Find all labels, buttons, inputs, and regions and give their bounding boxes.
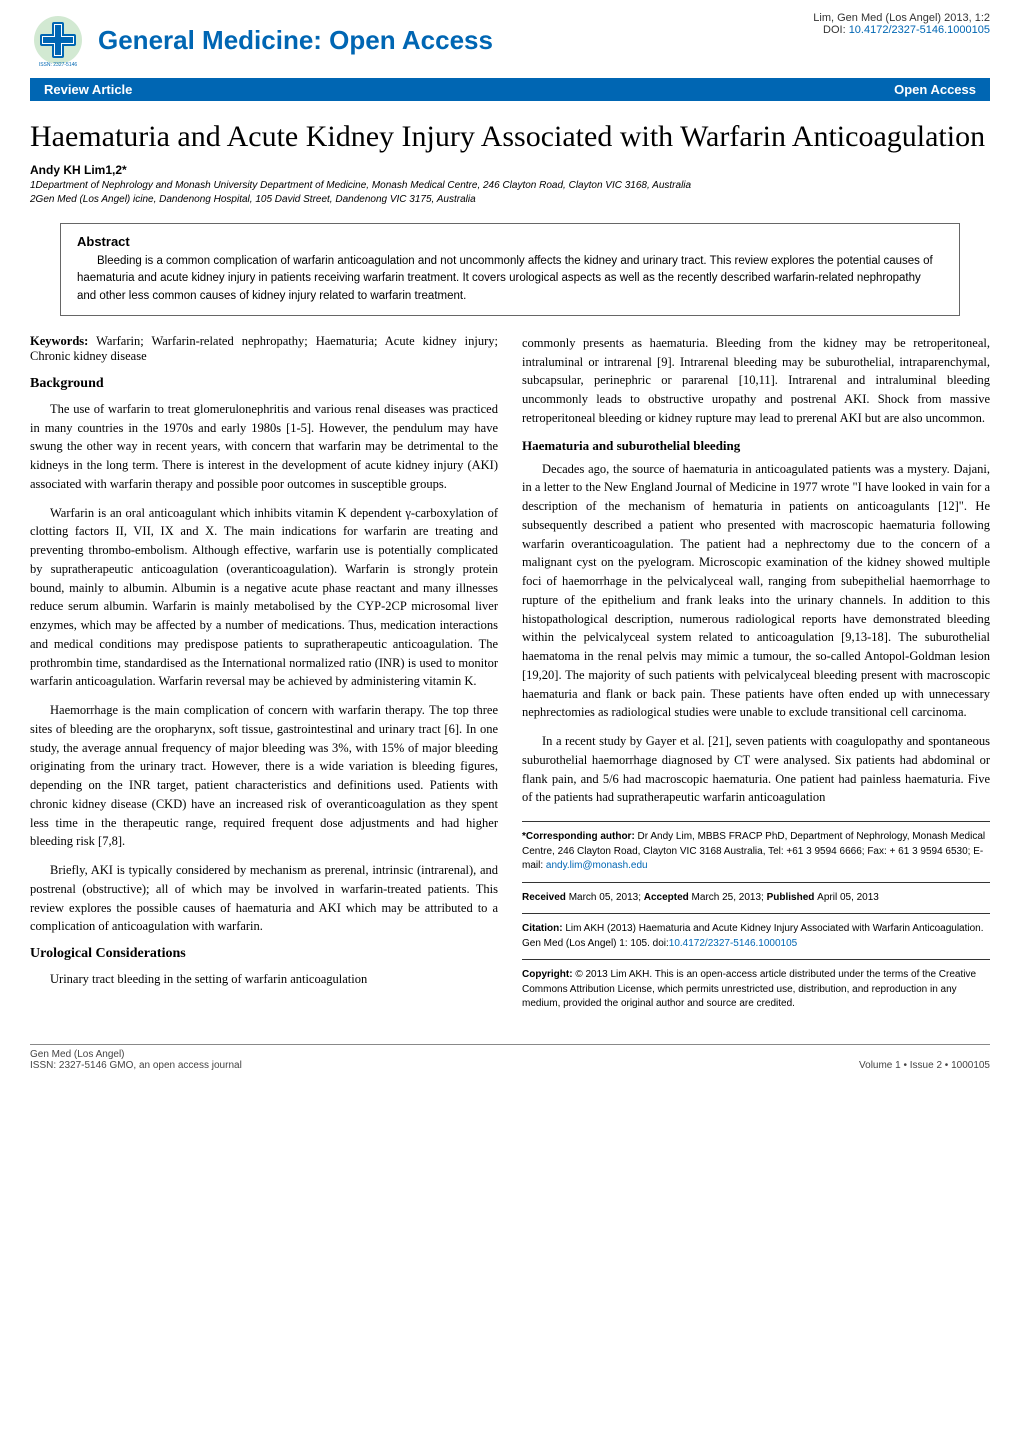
affiliation-2: 2Gen Med (Los Angel) icine, Dandenong Ho… bbox=[30, 193, 990, 207]
received-label: Received bbox=[522, 892, 569, 903]
copyright-block: Copyright: © 2013 Lim AKH. This is an op… bbox=[522, 968, 990, 1012]
corresponding-label: *Corresponding author: bbox=[522, 831, 635, 842]
corresponding-author: *Corresponding author: Dr Andy Lim, MBBS… bbox=[522, 830, 990, 874]
urological-p1-left: Urinary tract bleeding in the setting of… bbox=[30, 970, 498, 989]
left-column: Keywords: Warfarin; Warfarin-related nep… bbox=[30, 334, 498, 1020]
background-p2: Warfarin is an oral anticoagulant which … bbox=[30, 504, 498, 692]
keywords-text: Warfarin; Warfarin-related nephropathy; … bbox=[30, 334, 498, 363]
citation-block: Citation: Lim AKH (2013) Haematuria and … bbox=[522, 922, 990, 951]
footer-journal-short: Gen Med (Los Angel) bbox=[30, 1049, 242, 1060]
header-top-row: ISSN: 2327-5146 General Medicine: Open A… bbox=[30, 12, 990, 68]
publication-dates: Received March 05, 2013; Accepted March … bbox=[522, 891, 990, 906]
doi-prefix: DOI: bbox=[823, 24, 849, 36]
sub-heading-suburothelial: Haematuria and suburothelial bleeding bbox=[522, 438, 990, 454]
accepted-label: Accepted bbox=[644, 892, 692, 903]
page-footer: Gen Med (Los Angel) ISSN: 2327-5146 GMO,… bbox=[30, 1044, 990, 1071]
right-column: commonly presents as haematuria. Bleedin… bbox=[522, 334, 990, 1020]
citation-label: Citation: bbox=[522, 923, 563, 934]
footer-volume-issue: Volume 1 • Issue 2 • 1000105 bbox=[859, 1060, 990, 1071]
published-date: April 05, 2013 bbox=[817, 892, 879, 903]
affiliation-1: 1Department of Nephrology and Monash Uni… bbox=[30, 179, 990, 193]
header-citation: Lim, Gen Med (Los Angel) 2013, 1:2 DOI: … bbox=[813, 12, 990, 36]
journal-brand: ISSN: 2327-5146 General Medicine: Open A… bbox=[30, 12, 493, 68]
abstract-text: Bleeding is a common complication of war… bbox=[77, 253, 943, 305]
footer-left: Gen Med (Los Angel) ISSN: 2327-5146 GMO,… bbox=[30, 1049, 242, 1071]
copyright-text: © 2013 Lim AKH. This is an open-access a… bbox=[522, 969, 976, 1009]
received-date: March 05, 2013; bbox=[569, 892, 644, 903]
affiliations: 1Department of Nephrology and Monash Uni… bbox=[30, 179, 990, 207]
page-header: ISSN: 2327-5146 General Medicine: Open A… bbox=[0, 0, 1020, 101]
doi-line: DOI: 10.4172/2327-5146.1000105 bbox=[813, 24, 990, 36]
article-title: Haematuria and Acute Kidney Injury Assoc… bbox=[30, 119, 990, 155]
abstract-box: Abstract Bleeding is a common complicati… bbox=[60, 223, 960, 316]
footer-issn: ISSN: 2327-5146 GMO, an open access jour… bbox=[30, 1060, 242, 1071]
ribbon-article-type: Review Article bbox=[44, 82, 132, 97]
info-divider bbox=[522, 882, 990, 883]
published-label: Published bbox=[767, 892, 818, 903]
ribbon-open-access: Open Access bbox=[894, 82, 976, 97]
info-divider bbox=[522, 959, 990, 960]
svg-text:ISSN: 2327-5146: ISSN: 2327-5146 bbox=[39, 62, 78, 68]
corresponding-email[interactable]: andy.lim@monash.edu bbox=[546, 860, 648, 871]
section-heading-urological: Urological Considerations bbox=[30, 946, 498, 962]
background-p4: Briefly, AKI is typically considered by … bbox=[30, 861, 498, 936]
author-list: Andy KH Lim1,2* bbox=[30, 163, 990, 177]
urological-p1-right: commonly presents as haematuria. Bleedin… bbox=[522, 334, 990, 428]
info-divider bbox=[522, 913, 990, 914]
doi-link[interactable]: 10.4172/2327-5146.1000105 bbox=[849, 24, 990, 36]
body-columns: Keywords: Warfarin; Warfarin-related nep… bbox=[30, 334, 990, 1020]
suburothelial-p1: Decades ago, the source of haematuria in… bbox=[522, 460, 990, 723]
medical-cross-icon: ISSN: 2327-5146 bbox=[30, 12, 86, 68]
copyright-label: Copyright: bbox=[522, 969, 573, 980]
info-block: *Corresponding author: Dr Andy Lim, MBBS… bbox=[522, 821, 990, 1012]
ribbon-bar: Review Article Open Access bbox=[30, 78, 990, 101]
background-p3: Haemorrhage is the main complication of … bbox=[30, 701, 498, 851]
citation-doi-link[interactable]: 10.4172/2327-5146.1000105 bbox=[669, 938, 797, 949]
section-heading-background: Background bbox=[30, 376, 498, 392]
background-p1: The use of warfarin to treat glomerulone… bbox=[30, 400, 498, 494]
keywords-label: Keywords: bbox=[30, 334, 88, 348]
journal-title: General Medicine: Open Access bbox=[98, 25, 493, 56]
suburothelial-p2: In a recent study by Gayer et al. [21], … bbox=[522, 732, 990, 807]
keywords-line: Keywords: Warfarin; Warfarin-related nep… bbox=[30, 334, 498, 364]
accepted-date: March 25, 2013; bbox=[692, 892, 767, 903]
citation-line: Lim, Gen Med (Los Angel) 2013, 1:2 bbox=[813, 12, 990, 24]
abstract-heading: Abstract bbox=[77, 234, 943, 249]
